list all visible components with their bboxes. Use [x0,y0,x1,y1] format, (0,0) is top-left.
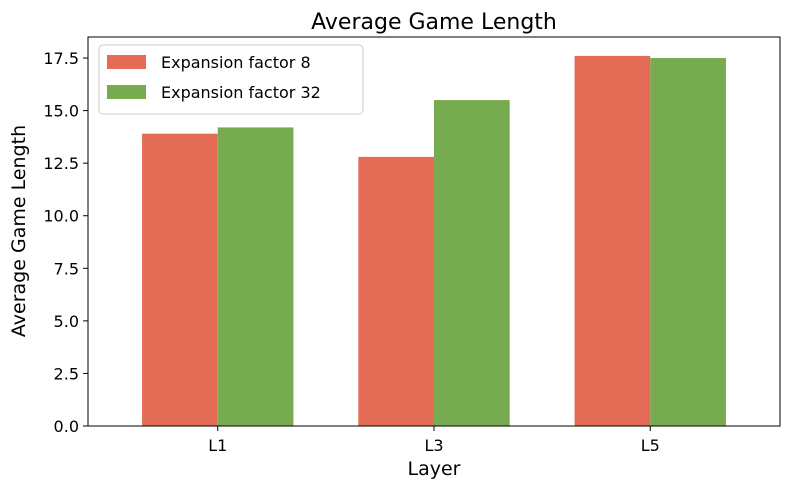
legend: Expansion factor 8 Expansion factor 32 [98,44,364,115]
bars-group [142,55,726,427]
y-axis-label: Average Game Length [8,125,30,337]
y-tick-label: 17.5 [43,49,79,68]
y-tick-label: 7.5 [54,259,79,278]
y-tick-label: 5.0 [54,312,79,331]
x-tick-label-L3: L3 [424,436,443,455]
bar-L5-series-2 [650,58,726,426]
legend-swatch-series-2 [107,85,146,99]
bar-L3-series-1 [358,156,434,426]
bar-L3-series-2 [434,100,510,426]
bar-L1-series-1 [142,133,218,427]
y-tick-label: 2.5 [54,364,79,383]
y-tick-label: 15.0 [43,102,79,121]
legend-label-series-2: Expansion factor 32 [161,83,321,102]
x-axis-label: Layer [408,458,461,480]
x-tick-label-L1: L1 [208,436,227,455]
plot-area [87,36,781,427]
bar-L5-series-1 [574,55,651,427]
legend-label-series-1: Expansion factor 8 [161,53,311,72]
chart-title: Average Game Length [311,10,557,35]
x-tick-label-L5: L5 [641,436,660,455]
y-tick-label: 0.0 [54,417,79,436]
y-tick-label: 12.5 [43,154,79,173]
y-tick-label: 10.0 [43,207,79,226]
legend-swatch-series-1 [107,55,146,69]
x-axis: L1 L3 L5 [208,426,660,455]
legend-box [98,44,364,115]
bar-L1-series-2 [217,127,294,427]
y-axis: 0.0 2.5 5.0 7.5 10.0 12.5 15.0 17.5 [43,49,88,436]
